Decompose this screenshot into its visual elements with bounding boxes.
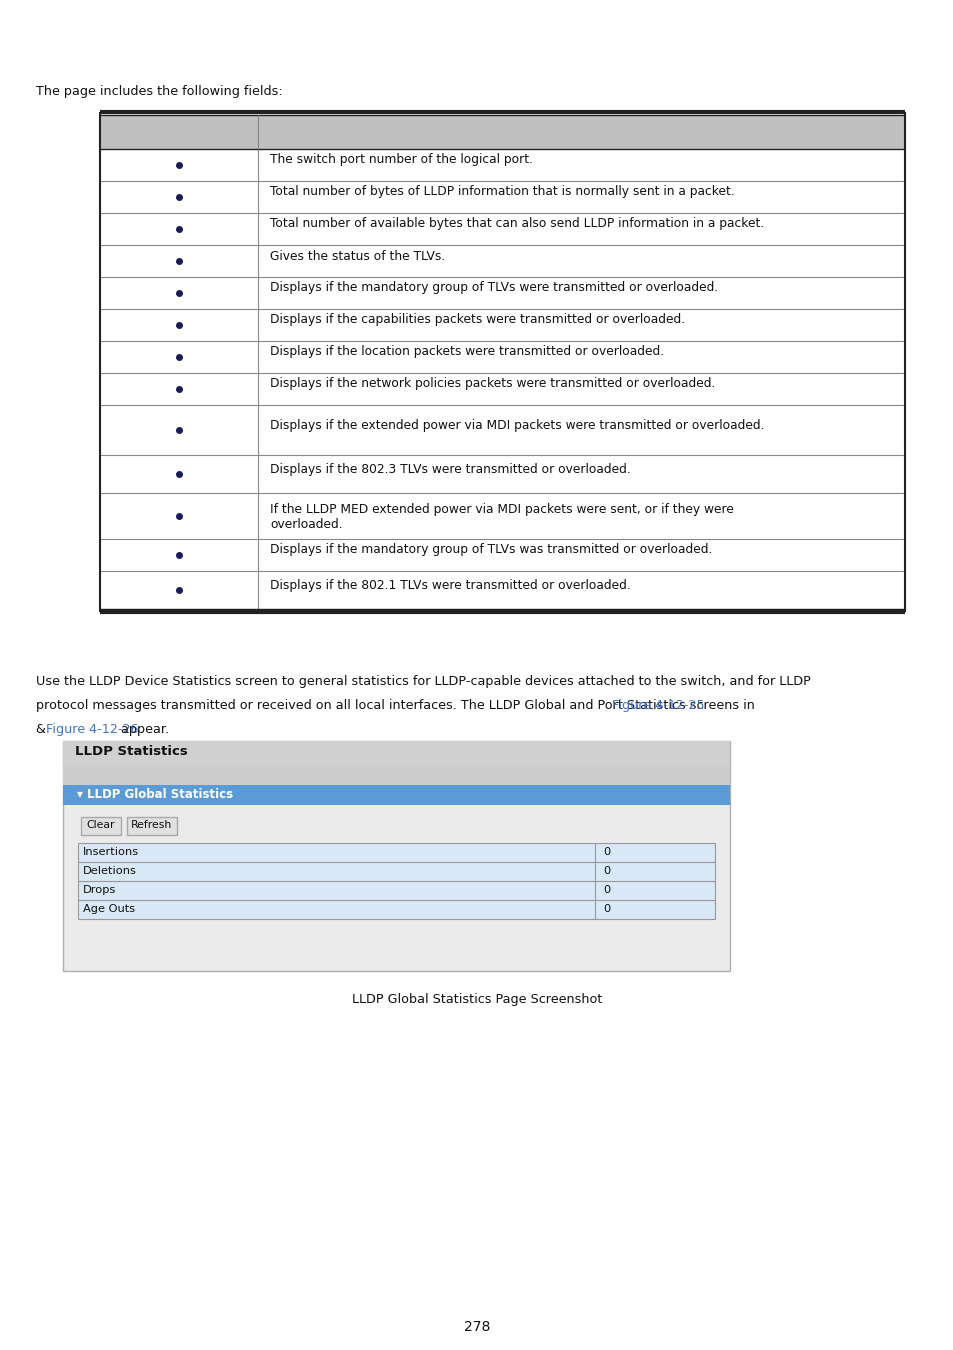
Bar xyxy=(100,181,904,213)
Text: Displays if the network policies packets were transmitted or overloaded.: Displays if the network policies packets… xyxy=(270,378,715,390)
Text: Displays if the mandatory group of TLVs were transmitted or overloaded.: Displays if the mandatory group of TLVs … xyxy=(270,282,718,294)
Text: 0: 0 xyxy=(602,846,610,857)
Text: 278: 278 xyxy=(463,1320,490,1334)
Bar xyxy=(100,277,904,309)
Text: Displays if the 802.3 TLVs were transmitted or overloaded.: Displays if the 802.3 TLVs were transmit… xyxy=(270,463,630,475)
Bar xyxy=(63,767,729,784)
Text: protocol messages transmitted or received on all local interfaces. The LLDP Glob: protocol messages transmitted or receive… xyxy=(36,699,758,711)
Bar xyxy=(100,342,904,373)
Text: 0: 0 xyxy=(602,886,610,895)
Text: Displays if the location packets were transmitted or overloaded.: Displays if the location packets were tr… xyxy=(270,346,663,359)
Text: The switch port number of the logical port.: The switch port number of the logical po… xyxy=(270,154,533,166)
Bar xyxy=(100,244,904,277)
Bar xyxy=(100,309,904,342)
Text: LLDP Statistics: LLDP Statistics xyxy=(75,745,188,757)
Bar xyxy=(63,741,729,767)
Text: appear.: appear. xyxy=(116,724,169,736)
Text: Clear: Clear xyxy=(87,819,115,830)
Text: Use the LLDP Device Statistics screen to general statistics for LLDP-capable dev: Use the LLDP Device Statistics screen to… xyxy=(36,675,810,688)
Text: LLDP Global Statistics Page Screenshot: LLDP Global Statistics Page Screenshot xyxy=(352,994,601,1006)
Text: Displays if the 802.1 TLVs were transmitted or overloaded.: Displays if the 802.1 TLVs were transmit… xyxy=(270,579,630,591)
Bar xyxy=(100,493,904,539)
Text: overloaded.: overloaded. xyxy=(270,518,342,531)
Text: The page includes the following fields:: The page includes the following fields: xyxy=(36,85,282,99)
Text: ▾ LLDP Global Statistics: ▾ LLDP Global Statistics xyxy=(77,788,233,801)
Bar xyxy=(100,571,904,609)
Bar xyxy=(100,148,904,181)
Bar xyxy=(100,455,904,493)
Bar xyxy=(81,817,121,836)
Text: &: & xyxy=(36,724,50,736)
Text: Displays if the capabilities packets were transmitted or overloaded.: Displays if the capabilities packets wer… xyxy=(270,313,684,327)
Bar xyxy=(63,784,729,805)
Bar xyxy=(100,373,904,405)
Text: Gives the status of the TLVs.: Gives the status of the TLVs. xyxy=(270,250,445,262)
Bar xyxy=(100,115,904,148)
Bar xyxy=(78,863,714,882)
Text: Insertions: Insertions xyxy=(83,846,139,857)
Text: Age Outs: Age Outs xyxy=(83,904,135,914)
Text: Displays if the mandatory group of TLVs was transmitted or overloaded.: Displays if the mandatory group of TLVs … xyxy=(270,544,712,556)
Text: Drops: Drops xyxy=(83,886,116,895)
Bar xyxy=(78,882,714,900)
Bar xyxy=(63,741,729,971)
Bar xyxy=(100,213,904,244)
Bar xyxy=(100,405,904,455)
Text: Refresh: Refresh xyxy=(132,819,172,830)
Text: Displays if the extended power via MDI packets were transmitted or overloaded.: Displays if the extended power via MDI p… xyxy=(270,418,763,432)
Bar xyxy=(78,900,714,919)
Text: 0: 0 xyxy=(602,865,610,876)
Text: Figure 4-12-25: Figure 4-12-25 xyxy=(611,699,703,711)
Text: Deletions: Deletions xyxy=(83,865,136,876)
Bar xyxy=(100,539,904,571)
Text: Figure 4-12-26: Figure 4-12-26 xyxy=(46,724,138,736)
Text: Total number of bytes of LLDP information that is normally sent in a packet.: Total number of bytes of LLDP informatio… xyxy=(270,185,734,198)
Text: If the LLDP MED extended power via MDI packets were sent, or if they were: If the LLDP MED extended power via MDI p… xyxy=(270,504,733,516)
Bar xyxy=(127,817,177,836)
Bar xyxy=(78,842,714,863)
Text: Total number of available bytes that can also send LLDP information in a packet.: Total number of available bytes that can… xyxy=(270,217,763,231)
Text: 0: 0 xyxy=(602,904,610,914)
